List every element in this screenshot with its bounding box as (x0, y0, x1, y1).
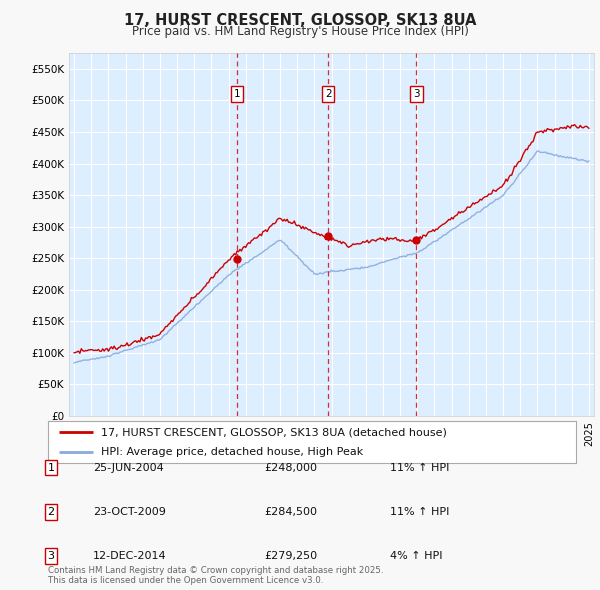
Text: 1: 1 (233, 89, 240, 99)
Text: 11% ↑ HPI: 11% ↑ HPI (390, 507, 449, 517)
Text: 25-JUN-2004: 25-JUN-2004 (93, 463, 164, 473)
Text: £248,000: £248,000 (264, 463, 317, 473)
Text: 17, HURST CRESCENT, GLOSSOP, SK13 8UA: 17, HURST CRESCENT, GLOSSOP, SK13 8UA (124, 13, 476, 28)
Text: £284,500: £284,500 (264, 507, 317, 517)
Text: 23-OCT-2009: 23-OCT-2009 (93, 507, 166, 517)
Text: 11% ↑ HPI: 11% ↑ HPI (390, 463, 449, 473)
Text: 2: 2 (325, 89, 332, 99)
Text: 3: 3 (413, 89, 420, 99)
Text: HPI: Average price, detached house, High Peak: HPI: Average price, detached house, High… (101, 447, 363, 457)
Text: 1: 1 (47, 463, 55, 473)
Text: Price paid vs. HM Land Registry's House Price Index (HPI): Price paid vs. HM Land Registry's House … (131, 25, 469, 38)
Text: Contains HM Land Registry data © Crown copyright and database right 2025.
This d: Contains HM Land Registry data © Crown c… (48, 566, 383, 585)
Text: £279,250: £279,250 (264, 551, 317, 561)
Text: 12-DEC-2014: 12-DEC-2014 (93, 551, 167, 561)
Text: 4% ↑ HPI: 4% ↑ HPI (390, 551, 443, 561)
Text: 17, HURST CRESCENT, GLOSSOP, SK13 8UA (detached house): 17, HURST CRESCENT, GLOSSOP, SK13 8UA (d… (101, 427, 446, 437)
Text: 3: 3 (47, 551, 55, 561)
Text: 2: 2 (47, 507, 55, 517)
